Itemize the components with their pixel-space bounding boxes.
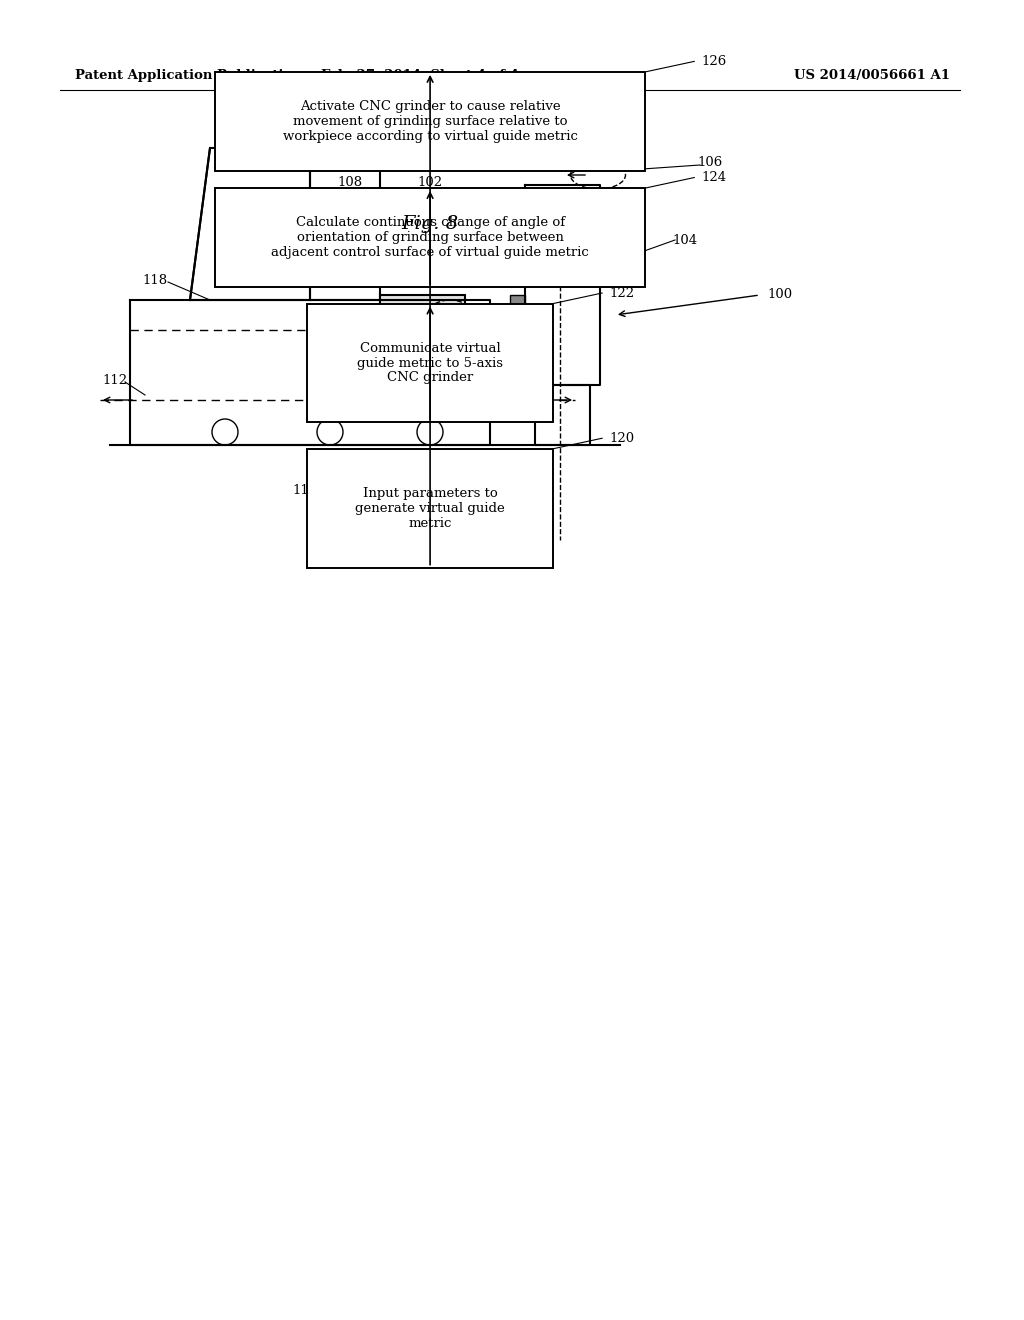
Circle shape — [345, 389, 365, 411]
Text: Patent Application Publication: Patent Application Publication — [75, 69, 302, 82]
Text: Calculate continuous change of angle of
orientation of grinding surface between
: Calculate continuous change of angle of … — [271, 216, 589, 259]
Text: Activate CNC grinder to cause relative
movement of grinding surface relative to
: Activate CNC grinder to cause relative m… — [283, 100, 578, 143]
Text: 124: 124 — [701, 172, 727, 183]
Text: Fig. 8: Fig. 8 — [401, 215, 459, 232]
Text: Input parameters to
generate virtual guide
metric: Input parameters to generate virtual gui… — [355, 487, 505, 529]
FancyBboxPatch shape — [215, 71, 645, 170]
Text: 100: 100 — [767, 289, 793, 301]
FancyBboxPatch shape — [307, 304, 553, 422]
Circle shape — [369, 389, 389, 411]
FancyBboxPatch shape — [307, 449, 553, 568]
Text: 108: 108 — [338, 177, 362, 190]
Polygon shape — [510, 294, 525, 330]
Text: 106: 106 — [697, 156, 723, 169]
FancyBboxPatch shape — [215, 189, 645, 288]
Text: 114: 114 — [293, 483, 317, 496]
Text: Feb. 27, 2014  Sheet 4 of 4: Feb. 27, 2014 Sheet 4 of 4 — [322, 69, 519, 82]
Text: 126: 126 — [701, 55, 727, 67]
Polygon shape — [380, 294, 465, 341]
Text: 122: 122 — [609, 286, 635, 300]
Text: 116: 116 — [395, 243, 421, 256]
Text: 110: 110 — [253, 211, 278, 224]
Text: US 2014/0056661 A1: US 2014/0056661 A1 — [794, 69, 950, 82]
Text: Fig. 7: Fig. 7 — [311, 513, 369, 531]
Text: 104: 104 — [673, 234, 697, 247]
Text: Communicate virtual
guide metric to 5-axis
CNC grinder: Communicate virtual guide metric to 5-ax… — [357, 342, 503, 384]
Text: 118: 118 — [142, 273, 168, 286]
Text: 112: 112 — [102, 374, 128, 387]
Polygon shape — [406, 341, 445, 395]
Text: 120: 120 — [609, 432, 635, 445]
Text: 102: 102 — [418, 177, 442, 190]
